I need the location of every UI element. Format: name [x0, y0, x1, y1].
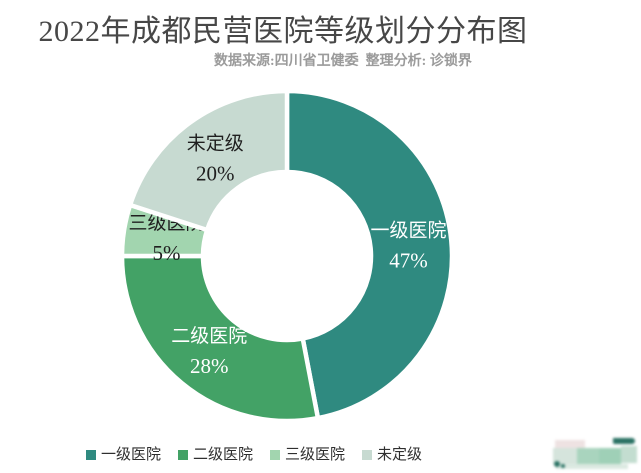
slice-label-一级医院: 一级医院 47% [370, 220, 446, 273]
legend-label: 未定级 [377, 447, 423, 463]
watermark-block [613, 438, 635, 444]
legend-item-二级医院: 二级医院 [178, 447, 253, 463]
legend-label: 二级医院 [193, 447, 254, 463]
watermark-block [561, 464, 565, 468]
legend-label: 三级医院 [285, 447, 346, 463]
slice-label-二级医院: 二级医院 28% [171, 325, 247, 378]
legend: 一级医院 二级医院 三级医院 未定级 [86, 447, 422, 463]
watermark-block [555, 440, 585, 451]
legend-item-一级医院: 一级医院 [86, 447, 161, 463]
chart-source-note: 数据来源:四川省卫健委 整理分析: 诊锁界 [214, 54, 472, 69]
slice-label-未定级: 未定级 20% [187, 132, 244, 185]
donut-slice-一级医院 [284, 88, 455, 421]
watermark-block [556, 464, 628, 469]
blurred-watermark [550, 437, 641, 470]
watermark-block [554, 461, 560, 467]
watermark-block [577, 448, 599, 465]
legend-swatch [178, 450, 189, 460]
watermark-block [621, 446, 637, 463]
legend-label: 一级医院 [101, 447, 162, 463]
donut-slice-未定级 [127, 88, 290, 233]
legend-item-三级医院: 三级医院 [270, 447, 345, 463]
donut-slice-二级医院 [119, 253, 321, 424]
chart-title: 2022年成都民营医院等级划分分布图 [38, 15, 528, 48]
legend-item-未定级: 未定级 [362, 447, 422, 463]
watermark-block [599, 448, 621, 465]
legend-swatch [86, 450, 96, 460]
legend-swatch [362, 450, 373, 460]
legend-swatch [270, 450, 281, 460]
watermark-block [553, 448, 577, 464]
